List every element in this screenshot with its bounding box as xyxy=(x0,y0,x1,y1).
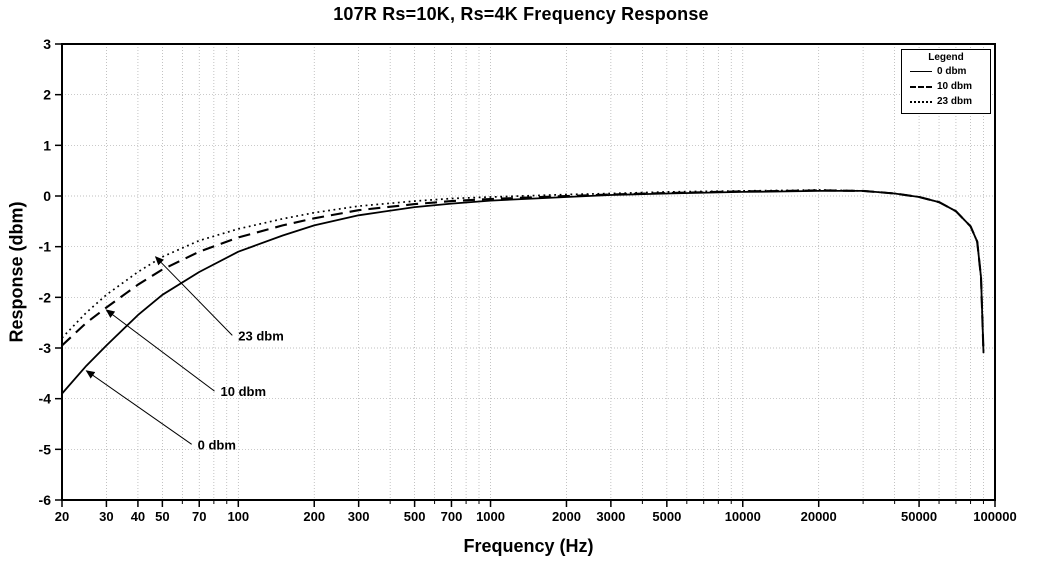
legend-items: 0 dbm 10 dbm 23 dbm xyxy=(902,64,990,109)
legend-item-label: 23 dbm xyxy=(937,96,973,107)
x-tick-label: 20000 xyxy=(801,509,837,524)
legend-item-label: 10 dbm xyxy=(937,81,973,92)
x-tick-label: 200 xyxy=(303,509,325,524)
legend-item-10-dbm: 10 dbm xyxy=(902,79,990,94)
y-tick-label: 0 xyxy=(43,188,51,204)
annotation-arrow-0-dbm xyxy=(85,370,192,445)
y-tick-label: 3 xyxy=(43,36,51,52)
x-tick-label: 50 xyxy=(155,509,169,524)
x-tick-label: 100000 xyxy=(973,509,1016,524)
annotation-arrow-10-dbm xyxy=(105,309,215,392)
legend-item-23-dbm: 23 dbm xyxy=(902,94,990,109)
dashed-line-sample xyxy=(910,85,932,88)
y-tick-label: -4 xyxy=(39,391,52,407)
y-tick-label: -5 xyxy=(39,441,52,457)
dotted-line-sample xyxy=(910,100,932,103)
x-axis-label: Frequency (Hz) xyxy=(463,536,594,556)
x-tick-label: 70 xyxy=(192,509,206,524)
annotation-arrow-23-dbm xyxy=(154,256,233,336)
annotation-label-10-dbm: 10 dbm xyxy=(221,384,267,399)
y-tick-label: -3 xyxy=(39,340,52,356)
chart-title: 107R Rs=10K, Rs=4K Frequency Response xyxy=(333,4,709,24)
annotation-label-0-dbm: 0 dbm xyxy=(198,437,236,452)
legend-title: Legend xyxy=(928,52,964,63)
y-tick-label: -2 xyxy=(39,289,52,305)
series-line-23-dbm xyxy=(61,189,985,354)
y-tick-label: 1 xyxy=(43,137,51,153)
legend: Legend 0 dbm 10 dbm 23 dbm xyxy=(901,49,991,114)
x-tick-label: 2000 xyxy=(552,509,581,524)
x-tick-label: 50000 xyxy=(901,509,937,524)
x-tick-label: 300 xyxy=(348,509,370,524)
y-axis-label: Response (dbm) xyxy=(6,201,27,343)
x-tick-label: 500 xyxy=(404,509,426,524)
x-tick-label: 3000 xyxy=(596,509,625,524)
y-tick-label: 2 xyxy=(43,87,51,103)
x-tick-label: 5000 xyxy=(652,509,681,524)
annotation-label-23-dbm: 23 dbm xyxy=(238,328,284,343)
legend-item-0-dbm: 0 dbm xyxy=(902,64,990,79)
x-tick-label: 40 xyxy=(131,509,145,524)
legend-item-label: 0 dbm xyxy=(937,66,967,77)
x-tick-label: 1000 xyxy=(476,509,505,524)
solid-line-sample xyxy=(910,71,932,72)
plot-frame xyxy=(61,43,996,501)
x-tick-label: 700 xyxy=(441,509,463,524)
x-tick-label: 10000 xyxy=(725,509,761,524)
y-tick-label: -6 xyxy=(39,492,52,508)
x-tick-label: 30 xyxy=(99,509,113,524)
y-tick-label: -1 xyxy=(39,239,52,255)
series-line-0-dbm xyxy=(61,189,985,395)
x-tick-label: 100 xyxy=(227,509,249,524)
x-tick-label: 20 xyxy=(55,509,69,524)
